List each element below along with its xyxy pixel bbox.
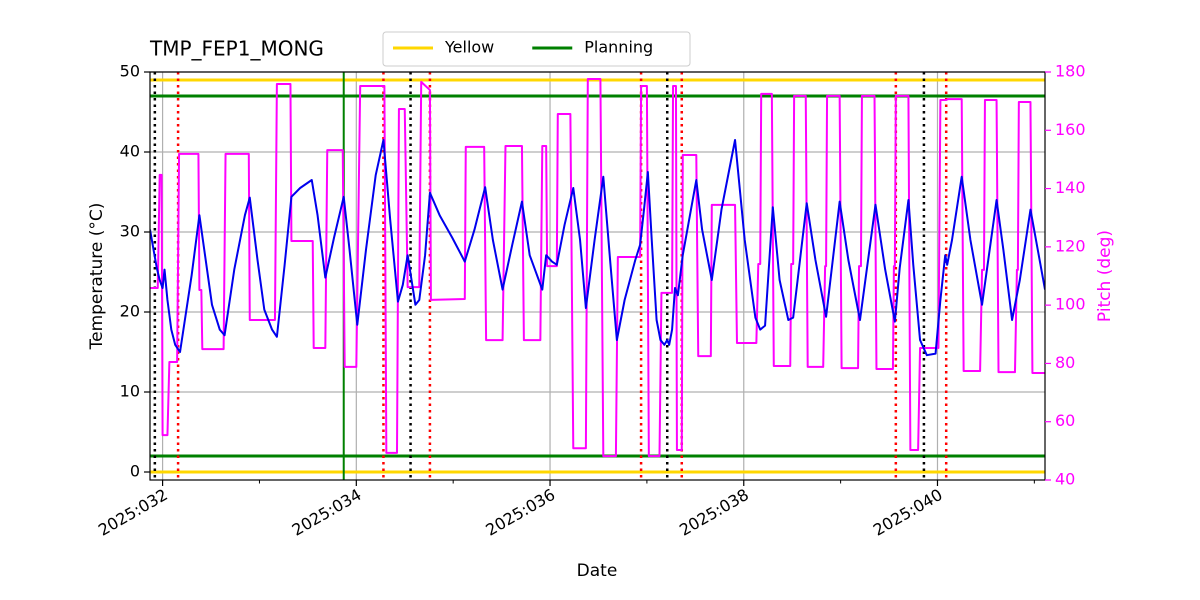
y2-tick-label: 120 (1055, 236, 1086, 255)
legend-label: Yellow (444, 38, 494, 57)
temperature-line (150, 139, 1045, 357)
y-tick-label: 10 (120, 382, 140, 401)
y-tick-label: 20 (120, 302, 140, 321)
x-axis-label: Date (577, 561, 618, 581)
y-tick-label: 30 (120, 222, 140, 241)
y2-tick-label: 140 (1055, 178, 1086, 197)
y2-tick-label: 180 (1055, 62, 1086, 81)
plot-area (150, 72, 1045, 480)
y-axis-label: Temperature (°C) (87, 203, 107, 351)
legend: Yellow Planning (382, 31, 691, 67)
y2-tick-label: 80 (1055, 353, 1075, 372)
axes-frame (149, 71, 1046, 481)
y2-axis-label: Pitch (deg) (1095, 230, 1115, 322)
y-tick-label: 0 (130, 462, 140, 481)
y-tick-label: 50 (120, 62, 140, 81)
x-tick-label: 2025:040 (870, 485, 946, 540)
x-tick-label: 2025:034 (289, 485, 365, 540)
x-tick-label: 2025:038 (676, 485, 752, 540)
pitch-line (150, 77, 1045, 458)
y2-tick-label: 60 (1055, 411, 1075, 430)
legend-label: Planning (584, 38, 653, 57)
y2-tick-label: 40 (1055, 470, 1075, 489)
x-tick-label: 2025:032 (95, 485, 171, 540)
x-tick-label: 2025:036 (482, 485, 558, 540)
y2-tick-label: 100 (1055, 295, 1086, 314)
y-tick-label: 40 (120, 142, 140, 161)
chart-title: TMP_FEP1_MONG (149, 37, 324, 61)
y2-tick-label: 160 (1055, 120, 1086, 139)
